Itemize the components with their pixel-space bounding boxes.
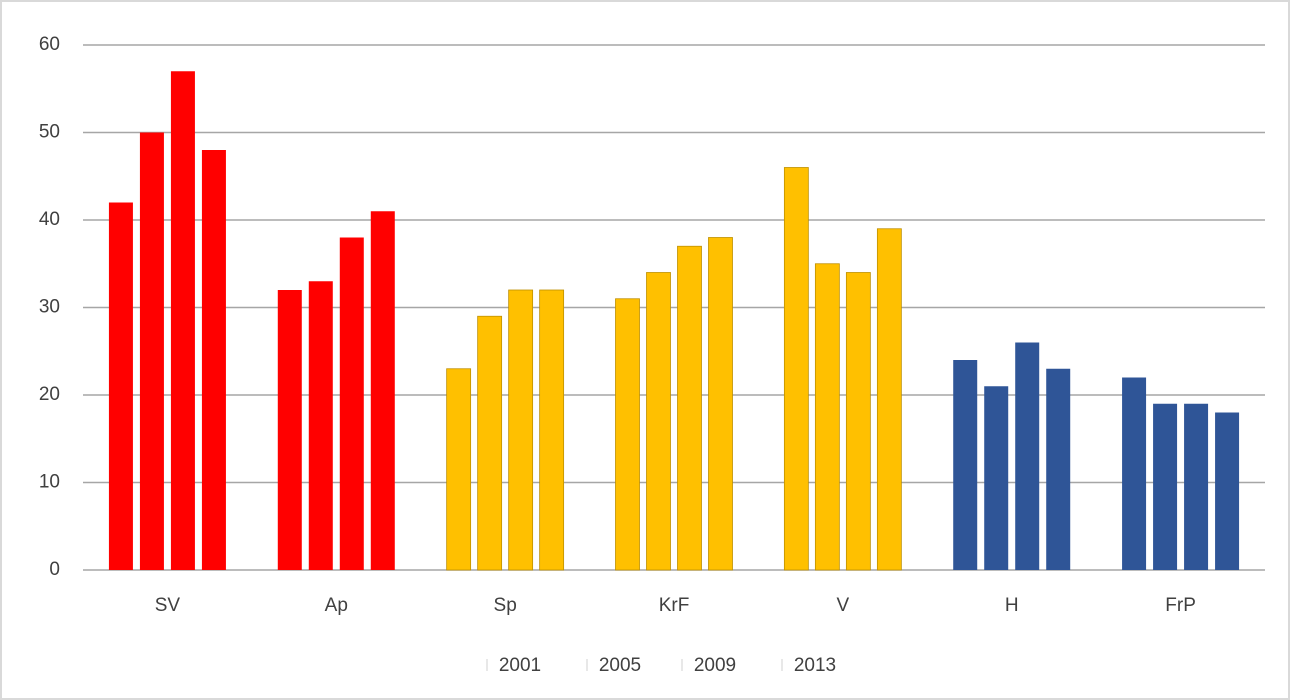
bar (539, 289, 565, 571)
y-tick-label: 0 (49, 559, 60, 580)
bar (615, 298, 640, 571)
bar (814, 263, 840, 571)
bar (876, 228, 902, 571)
bar (1153, 403, 1178, 570)
y-tick-label: 40 (39, 209, 60, 230)
bar (446, 368, 472, 571)
bar (677, 245, 702, 571)
x-tick-label: SV (155, 595, 181, 616)
y-tick-label: 10 (39, 472, 60, 493)
bar (508, 289, 534, 571)
bar (646, 272, 671, 571)
bar (1184, 403, 1209, 570)
y-tick-label: 60 (39, 34, 60, 55)
bar (277, 290, 302, 570)
legend-swatch (586, 659, 588, 671)
legend-swatch (486, 659, 488, 671)
bar (953, 360, 978, 570)
x-tick-label: Ap (325, 595, 348, 616)
bar (783, 167, 809, 571)
x-tick-label: H (1005, 595, 1019, 616)
bar (845, 272, 871, 571)
x-tick-label: FrP (1165, 595, 1196, 616)
bar (339, 237, 364, 570)
legend-label: 2001 (499, 655, 541, 676)
legend-swatch (781, 659, 783, 671)
bar (1215, 412, 1240, 570)
legend-swatch (681, 659, 683, 671)
bar (139, 132, 164, 570)
legend-label: 2009 (694, 655, 736, 676)
y-tick-label: 30 (39, 297, 60, 318)
bar (708, 237, 733, 571)
legend-label: 2013 (794, 655, 836, 676)
bar (477, 315, 503, 571)
bar (308, 281, 333, 570)
legend-label: 2005 (599, 655, 641, 676)
bar (1046, 368, 1071, 570)
x-tick-label: KrF (659, 595, 690, 616)
bar (984, 386, 1009, 570)
bar (108, 202, 133, 570)
x-tick-label: Sp (494, 595, 517, 616)
y-tick-label: 20 (39, 384, 60, 405)
bar (370, 211, 395, 570)
bar (1015, 342, 1040, 570)
bar (201, 150, 226, 570)
y-tick-label: 50 (39, 122, 60, 143)
x-tick-label: V (837, 595, 850, 616)
bar (1122, 377, 1147, 570)
bar (170, 71, 195, 570)
